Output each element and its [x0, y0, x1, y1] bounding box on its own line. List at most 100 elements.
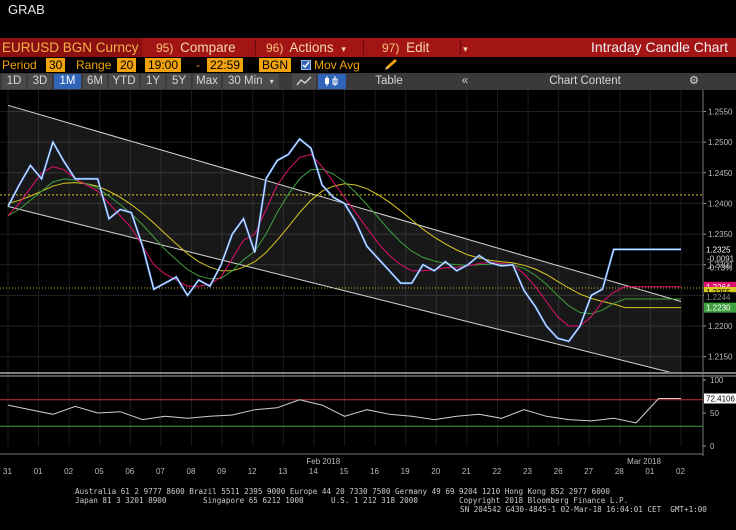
x-tick-label: 27	[584, 467, 593, 476]
last-price-tag: 1.2325	[706, 245, 731, 254]
edit-label: Edit	[406, 40, 430, 55]
x-tick-label: 12	[248, 467, 257, 476]
grid	[0, 90, 703, 446]
rsi-last-tag: 72.4106	[706, 394, 735, 403]
period-label: Period	[2, 58, 37, 72]
range-field[interactable]: 20	[117, 58, 137, 72]
candle-type-icon[interactable]	[318, 74, 346, 89]
price-chart[interactable]: 1.2550 1.2500 1.2450 1.2400 1.2350 1.2300 1.22…	[0, 90, 736, 487]
x-tick-label: 02	[676, 467, 685, 476]
range-button-max[interactable]: Max	[193, 74, 221, 89]
axes: 1.2550 1.2500 1.2450 1.2400 1.2350 1.2300 1.22…	[0, 90, 736, 476]
net-change-label: -0.0091	[707, 254, 735, 263]
ma-slow-tag-bg	[704, 286, 736, 297]
y-tick-label: 1.2300	[708, 261, 733, 270]
range-button-6m[interactable]: 6M	[83, 74, 107, 89]
ma-mid-line	[7, 168, 681, 315]
table-button[interactable]: Table	[375, 75, 403, 87]
x-tick-label: 15	[340, 467, 349, 476]
rsi-last-tag-bg	[704, 393, 736, 404]
interval-value: 30 Min	[228, 75, 263, 87]
footer-copyright: Japan 81 3 3201 8900 Singapore 65 6212 1…	[75, 496, 629, 505]
mov-avg-checkbox[interactable]	[301, 60, 311, 70]
range-button-1d[interactable]: 1D	[2, 74, 26, 89]
x-tick-label: 22	[492, 467, 501, 476]
footer-contacts: Australia 61 2 9777 8600 Brazil 5511 239…	[75, 487, 610, 496]
divider	[363, 40, 364, 55]
x-month-label: Mar 2018	[627, 457, 661, 466]
rsi-series	[0, 398, 703, 427]
x-tick-label: 13	[278, 467, 287, 476]
gear-icon[interactable]: ⚙	[688, 75, 700, 87]
footer-serial: SN 204542 G430-4845-1 02-Mar-18 16:04:01…	[460, 505, 707, 514]
window-title: GRAB	[8, 2, 45, 17]
params-bar: Period 30 Range 20 19:00 - 22:59 BGN Mov…	[0, 57, 736, 73]
y-tick-label: 1.2150	[708, 353, 733, 362]
chevron-down-icon: ▾	[463, 44, 468, 54]
x-tick-label: 28	[615, 467, 624, 476]
rsi-y-tick-label: 50	[710, 409, 719, 418]
edit-menu[interactable]: 97) Edit ▾	[370, 38, 468, 57]
y-tick-label: 1.2350	[708, 230, 733, 239]
interval-select[interactable]: 30 Min ▾	[223, 74, 279, 89]
compare-menu[interactable]: 95) Compare	[146, 38, 254, 57]
toolbar: 1D 3D 1M 6M YTD 1Y 5Y Max 30 Min ▾ Table…	[0, 73, 736, 90]
command-bar: EURUSD BGN Curncy 95) Compare 96) Action…	[0, 38, 736, 57]
window-titlebar: GRAB	[0, 0, 736, 38]
range-button-1y[interactable]: 1Y	[141, 74, 165, 89]
x-tick-label: 23	[523, 467, 532, 476]
ma-slow-line	[7, 182, 681, 309]
pencil-icon[interactable]	[383, 58, 399, 76]
last-price-tag-bg	[704, 244, 736, 255]
y-tick-label: 1.2500	[708, 138, 733, 147]
range-button-3d[interactable]: 3D	[28, 74, 52, 89]
period-field[interactable]: 30	[46, 58, 66, 72]
chart-area[interactable]: 1.2550 1.2500 1.2450 1.2400 1.2350 1.2300 1.22…	[0, 90, 736, 530]
chart-content-button[interactable]: Chart Content	[549, 75, 621, 87]
x-tick-label: 26	[554, 467, 563, 476]
x-tick-label: 07	[156, 467, 165, 476]
x-tick-label: 31	[3, 467, 12, 476]
edit-number: 97)	[382, 41, 400, 55]
ma-extra-tag: 1.2244	[706, 293, 731, 302]
price-line	[7, 138, 681, 342]
range-button-5y[interactable]: 5Y	[167, 74, 191, 89]
pct-change-label: -0.73%	[707, 263, 732, 272]
rsi-y-tick-label: 100	[710, 376, 724, 385]
actions-menu[interactable]: 96) Actions ▾	[256, 38, 354, 57]
ma-mid-tag-bg	[704, 302, 736, 313]
range-button-1m[interactable]: 1M	[54, 74, 81, 89]
end-time-field[interactable]: 22:59	[207, 58, 244, 72]
chevron-down-icon: ▾	[341, 44, 346, 54]
range-button-ytd[interactable]: YTD	[109, 74, 139, 89]
x-month-label: Feb 2018	[306, 457, 340, 466]
x-tick-label: 02	[64, 467, 73, 476]
reference-lines	[0, 194, 703, 289]
ma-fast-tag-bg	[704, 281, 736, 292]
x-tick-label: 01	[34, 467, 43, 476]
y-tick-label: 1.2400	[708, 199, 733, 208]
line-chart-icon[interactable]	[292, 74, 316, 89]
divider	[460, 40, 461, 55]
collapse-panel-icon[interactable]: «	[461, 75, 469, 87]
x-tick-label: 20	[431, 467, 440, 476]
x-tick-label: 16	[370, 467, 379, 476]
x-tick-label: 01	[645, 467, 654, 476]
price-series	[7, 137, 681, 343]
source-field[interactable]: BGN	[259, 58, 292, 72]
y-tick-label: 1.2200	[708, 322, 733, 331]
chevron-down-icon: ▾	[269, 77, 274, 86]
security-field[interactable]: EURUSD BGN Curncy	[0, 38, 142, 57]
x-tick-label: 19	[401, 467, 410, 476]
channel-lower-line	[7, 205, 671, 372]
start-time-field[interactable]: 19:00	[145, 58, 182, 72]
ma-mid-tag: 1.2230	[706, 304, 731, 313]
time-dash: -	[196, 58, 200, 72]
rsi-line	[7, 398, 681, 424]
mov-avg-label: Mov Avg	[314, 58, 360, 72]
x-tick-label: 05	[95, 467, 104, 476]
y-tick-label: 1.2450	[708, 169, 733, 178]
ma-extra-tag-bg	[704, 292, 736, 303]
price-tags: 1.2325-0.0091-0.73%1.22641.22551.22441.2…	[704, 244, 736, 404]
y-tick-label: 1.2550	[708, 107, 733, 116]
